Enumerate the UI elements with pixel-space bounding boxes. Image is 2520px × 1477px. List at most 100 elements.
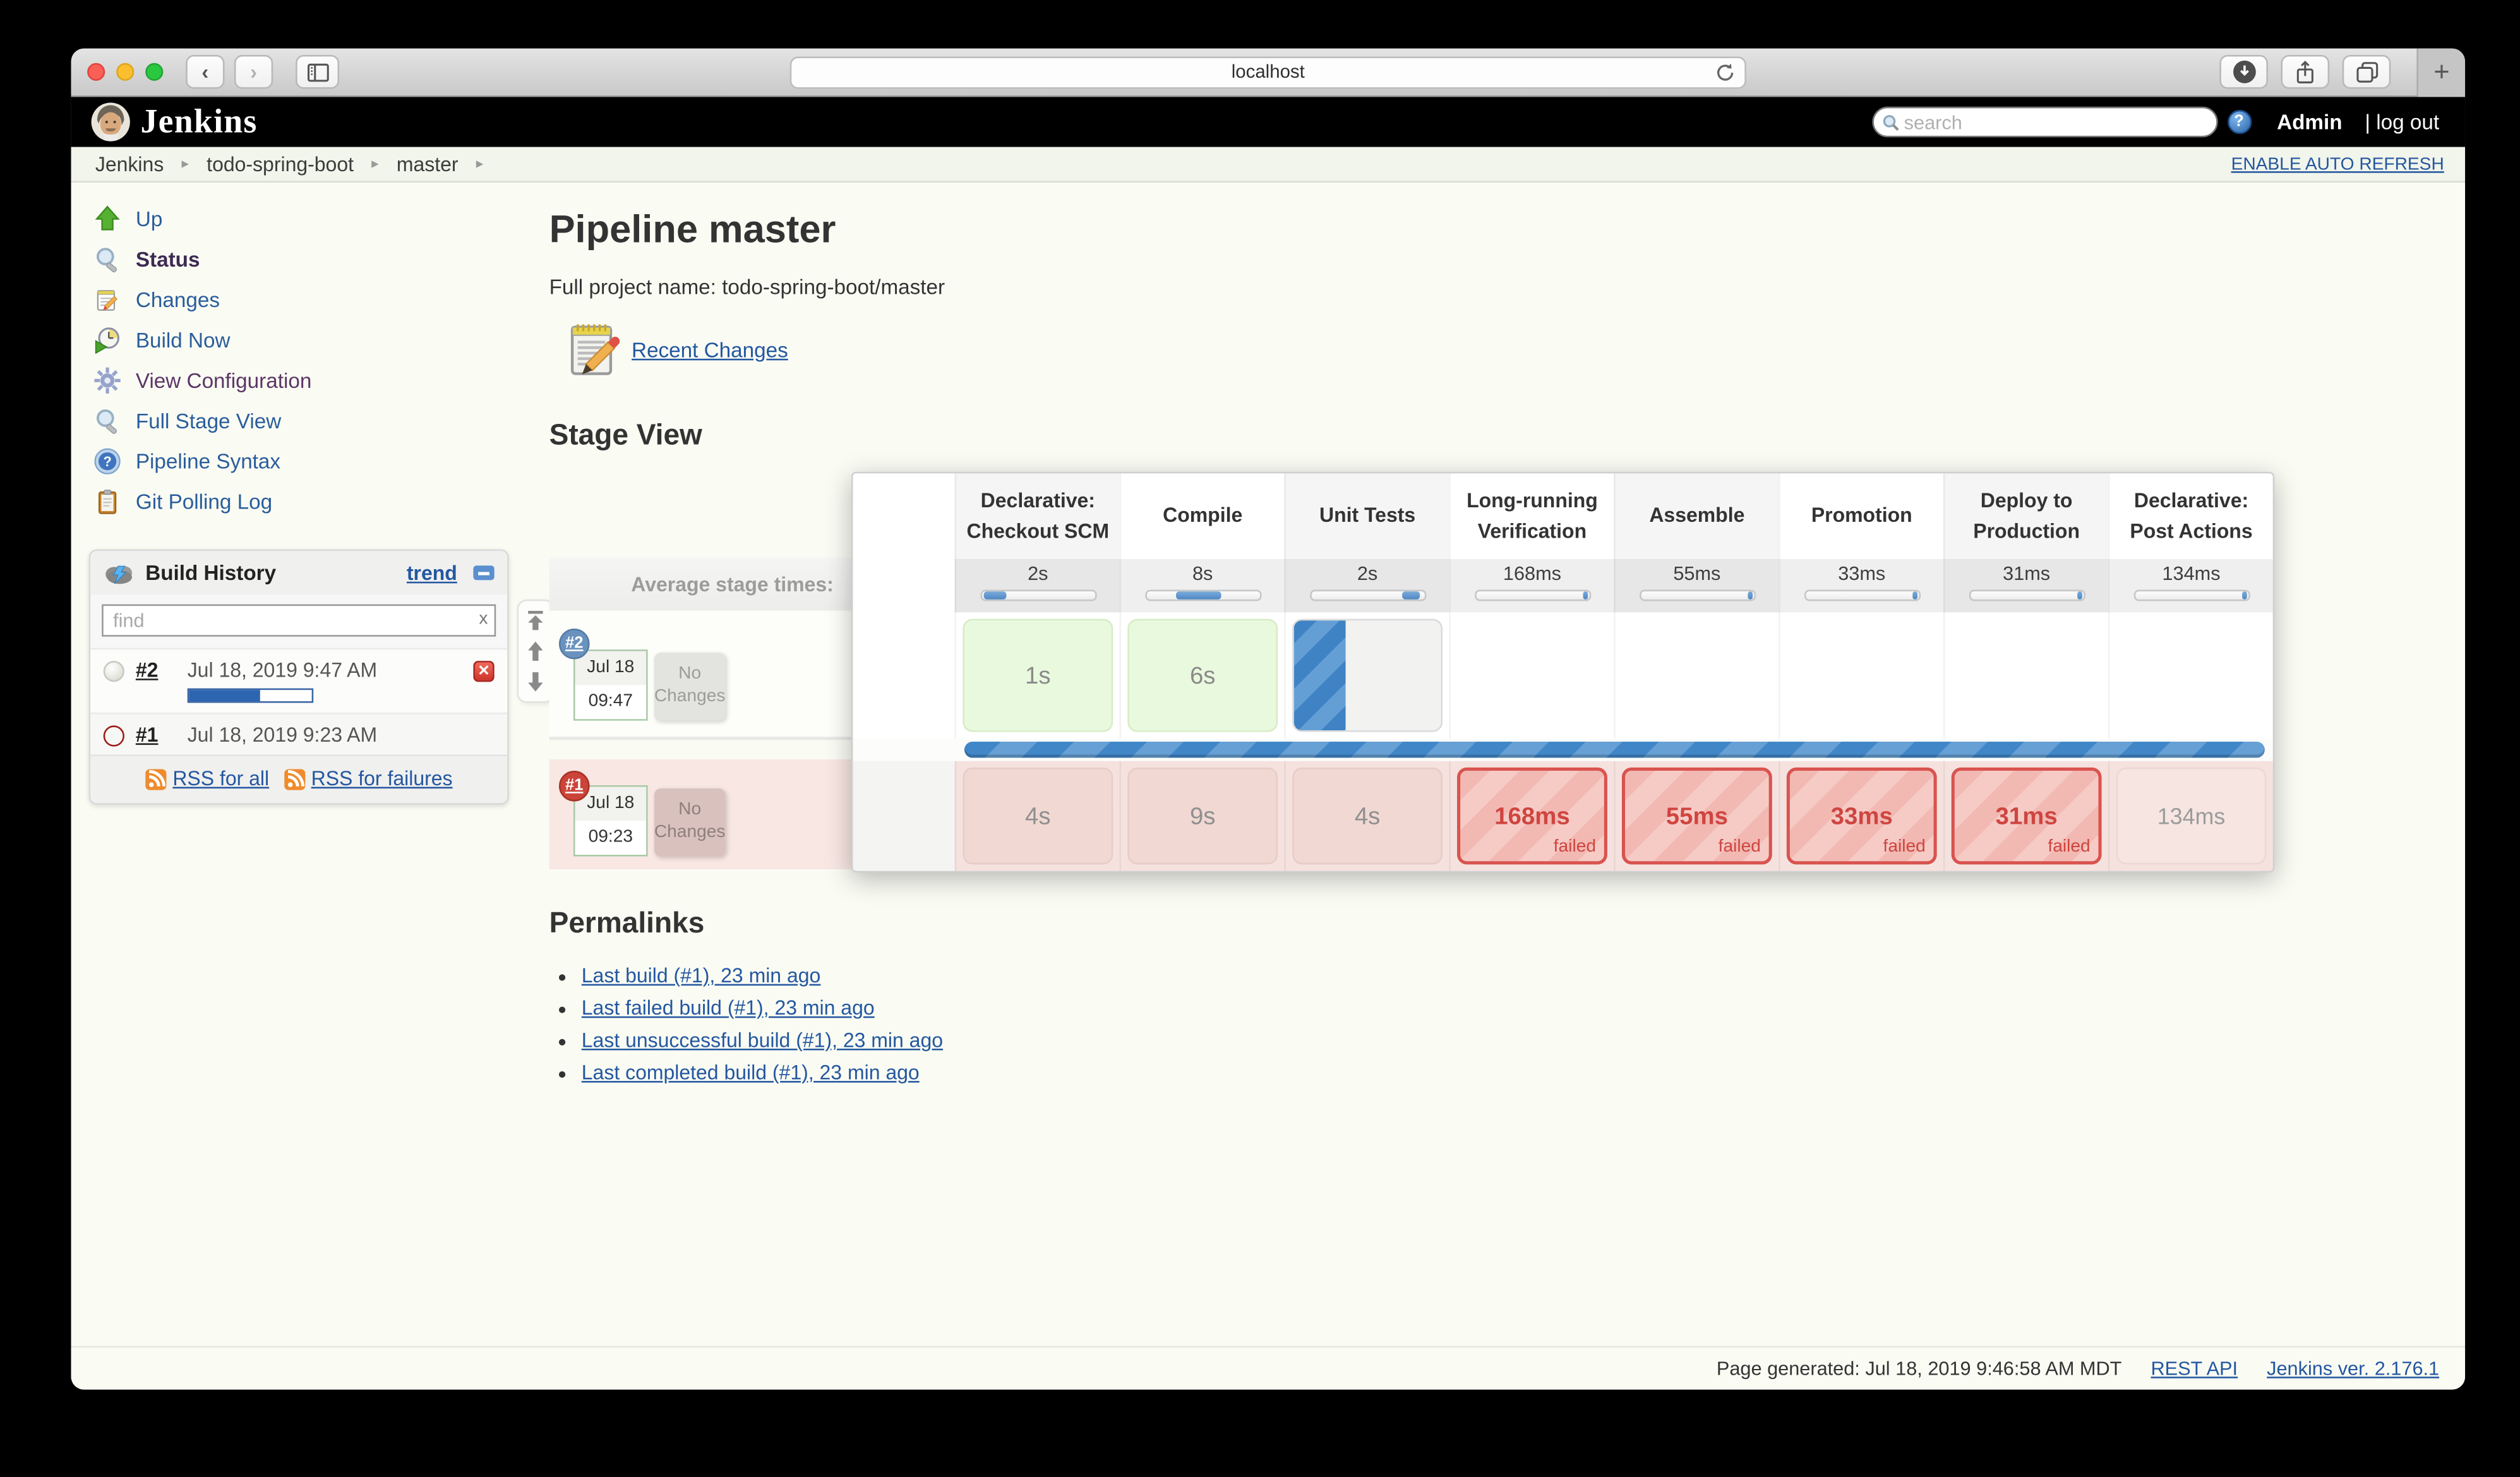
- back-button[interactable]: ‹: [186, 54, 225, 89]
- stage-column-header: Long-running Verification: [1449, 473, 1614, 559]
- breadcrumb-project[interactable]: todo-spring-boot: [207, 152, 354, 176]
- sidebar-item-changes[interactable]: Changes: [89, 279, 509, 320]
- sidebar-item-up[interactable]: Up: [89, 199, 509, 239]
- close-window-button[interactable]: [87, 63, 105, 81]
- url-text: localhost: [1231, 62, 1305, 82]
- minimize-window-button[interactable]: [116, 63, 135, 81]
- stage-cell-time[interactable]: 4s: [1292, 767, 1443, 865]
- stage-cell-time[interactable]: 9s: [1127, 767, 1278, 865]
- permalinks-title: Permalinks: [549, 906, 705, 939]
- sidebar-item-git-polling-log[interactable]: Git Polling Log: [89, 481, 509, 522]
- stage-column-header: Deploy to Production: [1943, 473, 2108, 559]
- sidebar-item-view-configuration[interactable]: View Configuration: [89, 360, 509, 401]
- stage-cell[interactable]: 134ms: [2108, 761, 2273, 871]
- scroll-to-top-icon[interactable]: [527, 610, 544, 630]
- stage-cell[interactable]: 6s: [1119, 612, 1284, 738]
- stage-failed-cell[interactable]: 168ms failed: [1457, 767, 1607, 865]
- stage-running-cell[interactable]: [1292, 618, 1443, 732]
- jenkins-version-link[interactable]: Jenkins ver. 2.176.1: [2267, 1357, 2440, 1380]
- recent-changes-link[interactable]: Recent Changes: [632, 337, 788, 361]
- header-search[interactable]: [1871, 106, 2217, 138]
- average-time-value: 55ms: [1673, 562, 1721, 585]
- find-input[interactable]: [102, 604, 496, 637]
- trend-legend-icon[interactable]: [473, 565, 495, 581]
- sidebar-toggle-button[interactable]: [296, 54, 340, 89]
- last-build-link[interactable]: Last build (#1), 23 min ago: [581, 964, 821, 987]
- zoom-window-button[interactable]: [145, 63, 164, 81]
- last-failed-build-link[interactable]: Last failed build (#1), 23 min ago: [581, 997, 875, 1020]
- rss-for-failures-link[interactable]: RSS for failures: [284, 768, 453, 790]
- clear-find-button[interactable]: x: [479, 609, 488, 629]
- stage-success-cell[interactable]: 1s: [963, 618, 1113, 732]
- search-help-icon[interactable]: ?: [2226, 109, 2252, 135]
- window-controls: [87, 63, 164, 81]
- stage-cell-empty: [2108, 612, 2273, 738]
- stop-build-button[interactable]: ✕: [473, 660, 495, 682]
- build-history-row[interactable]: #2 Jul 18, 2019 9:47 AM ✕: [90, 648, 508, 713]
- average-times-spacer: [853, 558, 955, 613]
- tab-overview-button[interactable]: [2342, 54, 2391, 89]
- breadcrumb-jenkins[interactable]: Jenkins: [95, 152, 164, 176]
- reload-button[interactable]: [1714, 61, 1737, 88]
- rss-for-all-link[interactable]: RSS for all: [145, 768, 269, 790]
- build-history-row[interactable]: #1 Jul 18, 2019 9:23 AM: [90, 712, 508, 755]
- build-2-link[interactable]: #2: [135, 659, 159, 682]
- scroll-up-icon[interactable]: [527, 641, 544, 661]
- average-time-minibar: [1144, 589, 1261, 601]
- stage-cell[interactable]: 9s: [1119, 761, 1284, 871]
- user-menu[interactable]: Admin: [2277, 109, 2343, 135]
- stage-cell[interactable]: 55ms failed: [1614, 761, 1779, 871]
- stage-cell[interactable]: 33ms failed: [1779, 761, 1943, 871]
- build-1-date: Jul 18, 2019 9:23 AM: [187, 723, 378, 747]
- sidebar-item-full-stage-view[interactable]: Full Stage View: [89, 401, 509, 441]
- stage-cell[interactable]: 31ms failed: [1943, 761, 2108, 871]
- stage-cell-time[interactable]: 134ms: [2116, 767, 2267, 865]
- sidebar-item-pipeline-syntax[interactable]: ? Pipeline Syntax: [89, 441, 509, 481]
- forward-button[interactable]: ›: [234, 54, 273, 89]
- last-completed-build-link[interactable]: Last completed build (#1), 23 min ago: [581, 1061, 920, 1085]
- sidebar-item-build-now[interactable]: Build Now: [89, 320, 509, 360]
- average-time-value: 8s: [1192, 562, 1213, 585]
- average-time-cell: 2s: [954, 558, 1120, 613]
- logout-link[interactable]: | log out: [2365, 109, 2440, 135]
- stage-cell-time[interactable]: 4s: [963, 767, 1113, 865]
- stage-failed-cell[interactable]: 55ms failed: [1621, 767, 1772, 865]
- stage-header-row: Declarative: Checkout SCM Compile Unit T…: [853, 473, 2272, 559]
- new-tab-button[interactable]: +: [2416, 48, 2466, 97]
- sidebar-item-status[interactable]: Status: [89, 239, 509, 280]
- stage-cell[interactable]: 168ms failed: [1449, 761, 1614, 871]
- permalink-item: Last completed build (#1), 23 min ago: [582, 1061, 943, 1084]
- build-1-badge[interactable]: #1: [558, 771, 590, 802]
- build-2-badge[interactable]: #2: [558, 628, 590, 660]
- rest-api-link[interactable]: REST API: [2151, 1357, 2238, 1380]
- stage-column-header: Unit Tests: [1284, 473, 1449, 559]
- download-icon: [2232, 60, 2255, 83]
- search-input[interactable]: [1904, 111, 2208, 134]
- stage-success-cell[interactable]: 6s: [1127, 618, 1278, 732]
- running-stripes: [1293, 620, 1346, 731]
- address-bar[interactable]: localhost: [789, 56, 1746, 88]
- chevron-right-icon: ▸: [476, 155, 484, 172]
- browser-chrome: ‹ › localhost +: [71, 48, 2466, 97]
- build-1-link[interactable]: #1: [135, 723, 159, 747]
- scroll-down-icon[interactable]: [527, 672, 544, 692]
- page-content: Up Status Changes Build Now: [71, 183, 2466, 1390]
- share-icon: [2296, 59, 2313, 83]
- rss-icon: [284, 768, 305, 790]
- stage-failed-cell[interactable]: 31ms failed: [1951, 767, 2102, 865]
- build-2-date-card[interactable]: Jul 18 09:47: [573, 649, 648, 721]
- last-unsuccessful-build-link[interactable]: Last unsuccessful build (#1), 23 min ago: [581, 1029, 944, 1052]
- downloads-button[interactable]: [2219, 54, 2268, 89]
- stage-cell[interactable]: 1s: [954, 612, 1120, 738]
- stage-failed-cell[interactable]: 33ms failed: [1786, 767, 1937, 865]
- stage-cell[interactable]: [1284, 612, 1449, 738]
- sidebar-item-label: Up: [135, 207, 163, 231]
- jenkins-brand[interactable]: Jenkins: [140, 102, 258, 141]
- stage-cell[interactable]: 4s: [954, 761, 1120, 871]
- breadcrumb-branch[interactable]: master: [396, 152, 459, 176]
- trend-link[interactable]: trend: [406, 561, 457, 584]
- stage-cell[interactable]: 4s: [1284, 761, 1449, 871]
- share-button[interactable]: [2281, 54, 2330, 89]
- enable-auto-refresh-link[interactable]: ENABLE AUTO REFRESH: [2231, 154, 2444, 174]
